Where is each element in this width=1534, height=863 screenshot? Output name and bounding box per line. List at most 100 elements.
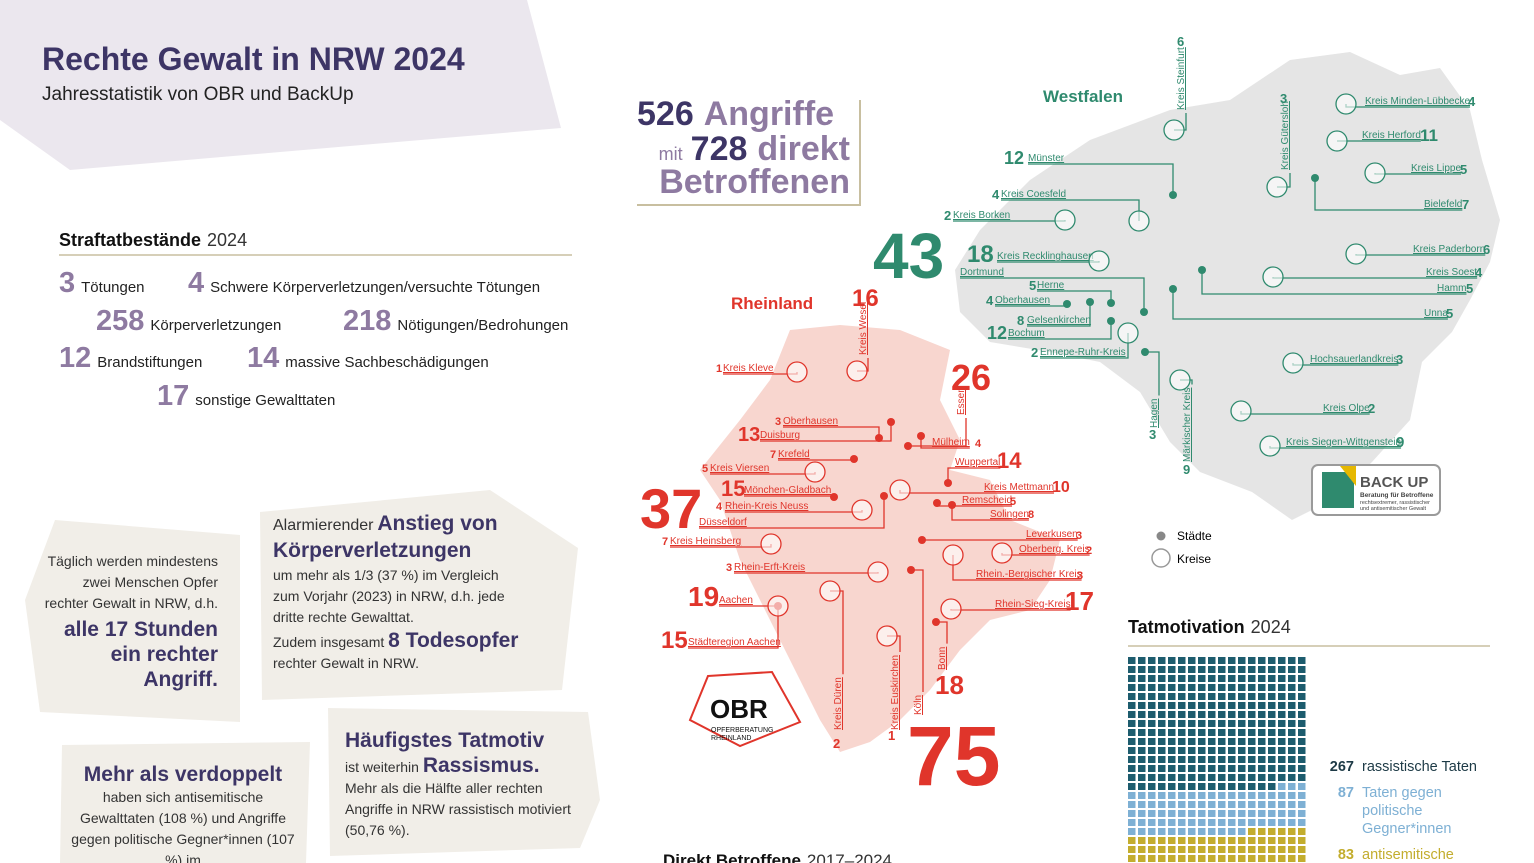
- waffle-cell: [1188, 846, 1196, 853]
- waffle-cell: [1138, 783, 1146, 790]
- waffle-cell: [1218, 693, 1226, 700]
- waffle-cell: [1278, 837, 1286, 844]
- logo-subline: rechtsextremer, rassistischer: [1360, 500, 1430, 506]
- waffle-cell: [1218, 783, 1226, 790]
- offense: 12 Brandstiftungen: [59, 342, 202, 374]
- legend-row: 87 Taten gegen politische Gegner*innen: [1324, 784, 1524, 838]
- waffle-cell: [1228, 765, 1236, 772]
- waffle-cell: [1278, 738, 1286, 745]
- box-line: ist weiterhin Rassismus.: [345, 753, 585, 778]
- waffle-cell: [1138, 810, 1146, 817]
- waffle-cell: [1278, 711, 1286, 718]
- waffle-cell: [1228, 756, 1236, 763]
- place-count: 16: [852, 285, 879, 312]
- waffle-cell: [1268, 837, 1276, 844]
- waffle-cell: [1288, 774, 1296, 781]
- waffle-cell: [1208, 801, 1216, 808]
- waffle-cell: [1198, 828, 1206, 835]
- waffle-cell: [1138, 846, 1146, 853]
- place-name: Rhein.-Bergischer Kreis: [976, 569, 1082, 580]
- place-count: 7: [1462, 197, 1469, 212]
- waffle-cell: [1188, 855, 1196, 862]
- waffle-cell: [1248, 747, 1256, 754]
- waffle-cell: [1188, 792, 1196, 799]
- place-name: Kreis Borken: [953, 210, 1010, 221]
- waffle-cell: [1158, 657, 1166, 664]
- waffle-cell: [1178, 756, 1186, 763]
- with: mit: [659, 144, 683, 164]
- waffle-cell: [1148, 801, 1156, 808]
- waffle-cell: [1178, 720, 1186, 727]
- place-name: Bielefeld: [1424, 199, 1462, 210]
- waffle-cell: [1198, 684, 1206, 691]
- waffle-cell: [1138, 819, 1146, 826]
- waffle-cell: [1128, 675, 1136, 682]
- waffle-cell: [1228, 657, 1236, 664]
- waffle-cell: [1288, 684, 1296, 691]
- logo-name: BACK UP: [1360, 474, 1428, 491]
- daily-box: Täglich werden mindestens zwei Menschen …: [38, 551, 218, 692]
- city-marker: [944, 479, 952, 487]
- waffle-cell: [1178, 684, 1186, 691]
- waffle-cell: [1258, 765, 1266, 772]
- district-marker: [760, 533, 782, 555]
- waffle-cell: [1198, 783, 1206, 790]
- waffle-cell: [1188, 666, 1196, 673]
- waffle-cell: [1178, 693, 1186, 700]
- waffle-cell: [1148, 855, 1156, 862]
- city-marker: [1107, 317, 1115, 325]
- leader-line: [947, 467, 1001, 483]
- waffle-cell: [1158, 738, 1166, 745]
- waffle-cell: [1128, 711, 1136, 718]
- waffle-cell: [1228, 675, 1236, 682]
- waffle-cell: [1158, 855, 1166, 862]
- box-text: Alarmierender: [273, 517, 374, 534]
- waffle-cell: [1168, 657, 1176, 664]
- place-count: 7: [662, 536, 668, 548]
- waffle-cell: [1218, 801, 1226, 808]
- district-marker: [1054, 209, 1076, 231]
- waffle-cell: [1148, 684, 1156, 691]
- waffle-cell: [1148, 738, 1156, 745]
- offense: 17 sonstige Gewalttaten: [157, 380, 335, 412]
- waffle-cell: [1228, 684, 1236, 691]
- waffle-cell: [1178, 810, 1186, 817]
- waffle-cell: [1268, 765, 1276, 772]
- legend-circle: [1151, 548, 1171, 568]
- waffle-cell: [1258, 738, 1266, 745]
- city-marker: [907, 566, 915, 574]
- waffle-cell: [1168, 828, 1176, 835]
- waffle-cell: [1268, 828, 1276, 835]
- box-highlight: Mehr als verdoppelt: [83, 763, 283, 786]
- waffle-cell: [1158, 702, 1166, 709]
- waffle-cell: [1208, 684, 1216, 691]
- waffle-cell: [1198, 792, 1206, 799]
- place-name: Kreis Heinsberg: [670, 536, 741, 547]
- place-count: 14: [997, 448, 1022, 473]
- waffle-cell: [1298, 657, 1306, 664]
- waffle-cell: [1188, 774, 1196, 781]
- waffle-cell: [1298, 666, 1306, 673]
- place-count: 19: [688, 581, 719, 612]
- place: Hamm 5: [1198, 266, 1473, 296]
- waffle-cell: [1128, 738, 1136, 745]
- waffle-cell: [1278, 720, 1286, 727]
- waffle-cell: [1218, 774, 1226, 781]
- waffle-cell: [1298, 738, 1306, 745]
- waffle-cell: [1258, 720, 1266, 727]
- waffle-cell: [1178, 729, 1186, 736]
- waffle-cell: [1178, 747, 1186, 754]
- city-marker: [918, 536, 926, 544]
- place-name: Kreis Mettmann: [984, 482, 1054, 493]
- waffle-cell: [1198, 738, 1206, 745]
- city-marker: [1063, 300, 1071, 308]
